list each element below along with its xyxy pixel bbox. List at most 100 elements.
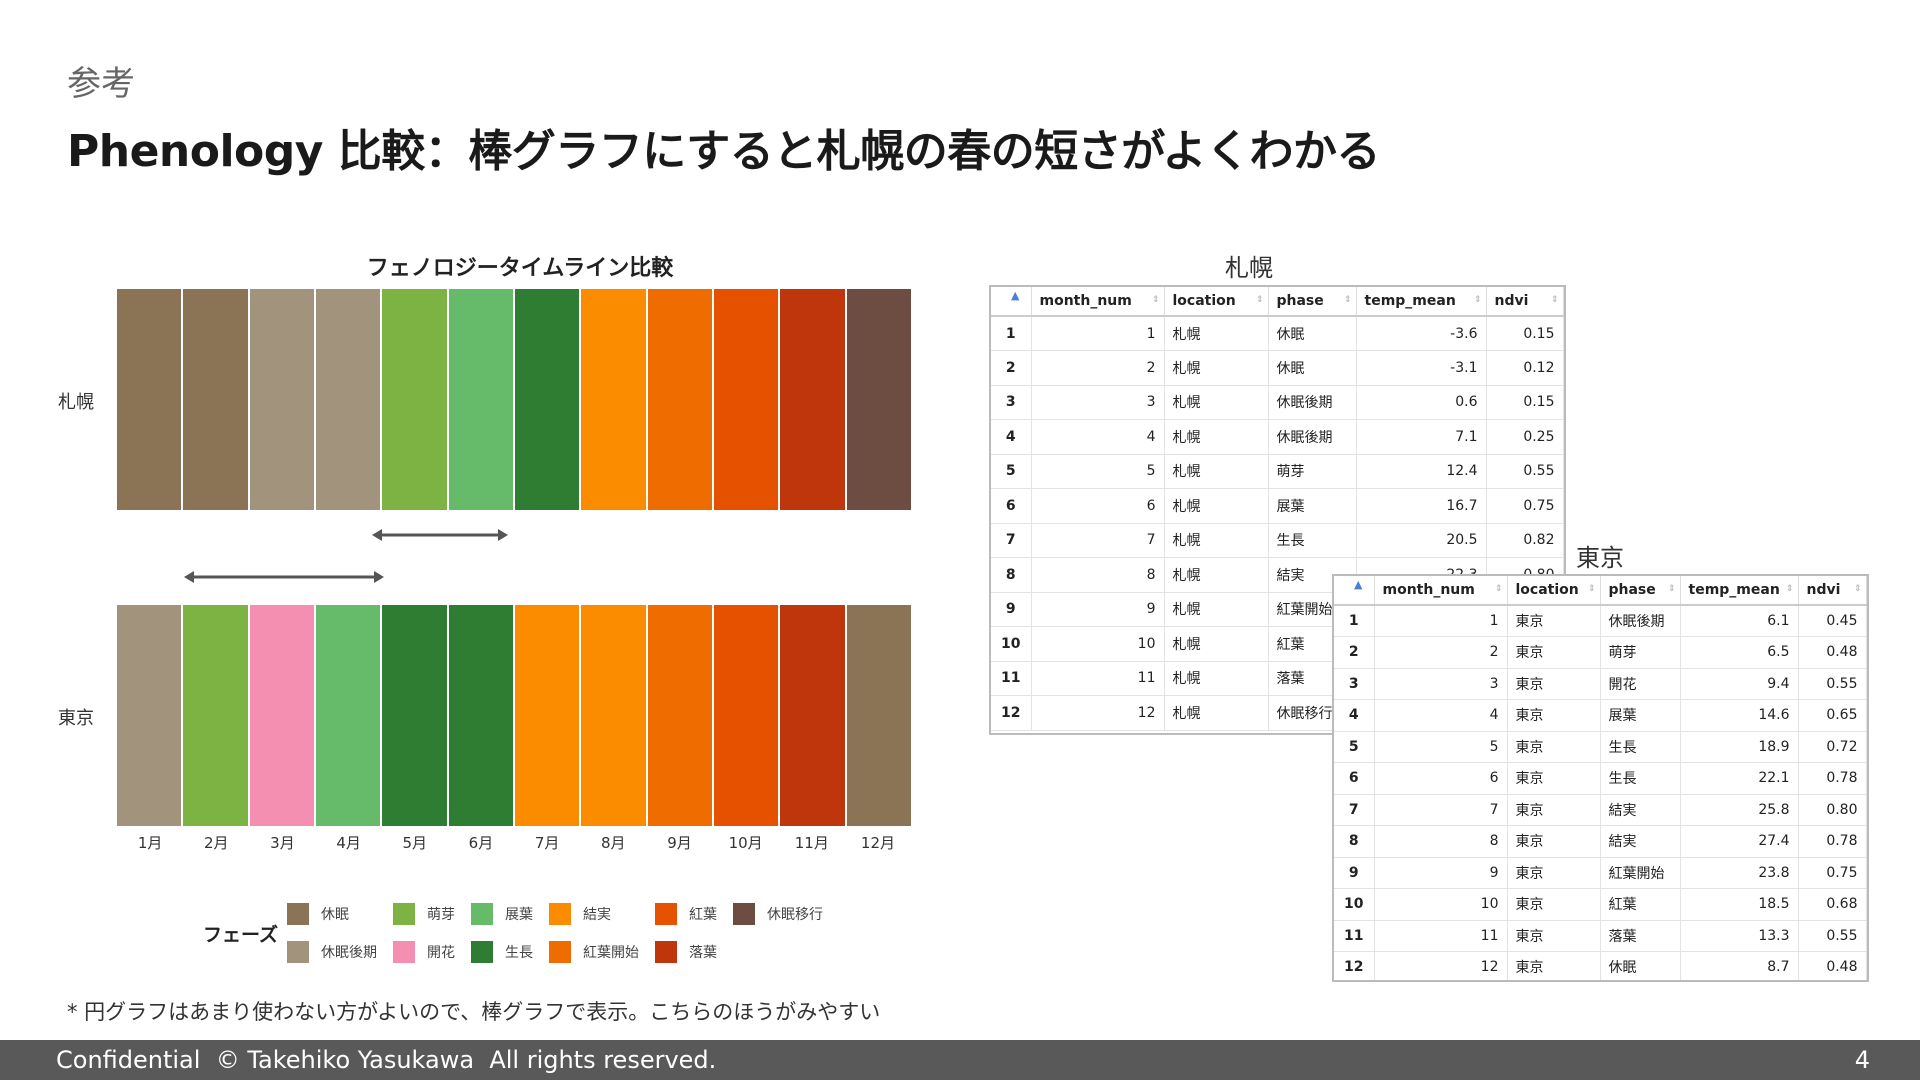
- table-cell: 1: [1031, 316, 1165, 351]
- legend-item: 紅葉開始: [549, 940, 655, 964]
- column-header-month-num[interactable]: month_num ⇕: [1374, 576, 1508, 606]
- sort-icon: ⇕: [1494, 584, 1503, 594]
- column-header-phase[interactable]: phase ⇕: [1268, 287, 1357, 317]
- legend-swatch: [549, 941, 571, 963]
- table-cell: 休眠後期: [1268, 385, 1357, 420]
- row-index: 11: [991, 661, 1032, 696]
- sort-icon: ⇕: [1151, 295, 1160, 305]
- phase-cell: [117, 605, 184, 826]
- phase-cell: [448, 605, 515, 826]
- legend-label: 休眠移行: [767, 907, 823, 923]
- legend-item: 展葉: [471, 902, 549, 926]
- table-row: 5 5 札幌 萌芽 12.4 0.55: [991, 454, 1564, 489]
- table-cell: 0.72: [1798, 731, 1867, 763]
- table-cell: 23.8: [1680, 857, 1799, 889]
- row-label-tokyo: 東京: [58, 708, 94, 729]
- page-number: 4: [1854, 1046, 1870, 1074]
- table-cell: 0.65: [1798, 699, 1867, 732]
- column-header-label: ndvi: [1494, 293, 1529, 309]
- copyright-text: Confidential © Takehiko Yasukawa All rig…: [56, 1046, 717, 1074]
- table-cell: 12: [1374, 951, 1508, 980]
- row-index: 2: [1334, 636, 1375, 669]
- column-header-ndvi[interactable]: ndvi ⇕: [1486, 287, 1564, 317]
- table-cell: 0.55: [1486, 454, 1564, 489]
- table-cell: 7.1: [1356, 419, 1487, 455]
- table-cell: 落葉: [1600, 920, 1681, 952]
- column-header-location[interactable]: location ⇕: [1507, 576, 1601, 606]
- table-cell: 休眠後期: [1600, 605, 1681, 637]
- sort-icon: ⇕: [1667, 584, 1676, 594]
- column-header-month-num[interactable]: month_num ⇕: [1031, 287, 1165, 317]
- table-cell: 札幌: [1164, 661, 1269, 696]
- phase-cell: [382, 605, 449, 826]
- table-cell: 18.9: [1680, 731, 1799, 763]
- table-cell: 紅葉開始: [1600, 857, 1681, 889]
- month-tick-label: 6月: [468, 834, 494, 852]
- column-header-label: temp_mean: [1364, 293, 1456, 309]
- legend-label: 紅葉: [689, 907, 717, 923]
- table-row: 4 4 東京 展葉 14.6 0.65: [1334, 699, 1867, 732]
- legend-label: 開花: [427, 945, 455, 961]
- row-index: 7: [991, 523, 1032, 558]
- sort-icon: ⇕: [1255, 295, 1264, 305]
- table-cell: 3: [1031, 385, 1165, 420]
- table-cell: 11: [1031, 661, 1165, 696]
- table-cell: 東京: [1507, 794, 1601, 826]
- legend-swatch: [549, 903, 571, 925]
- table-cell: 東京: [1507, 605, 1601, 637]
- table-row: 3 3 札幌 休眠後期 0.6 0.15: [991, 385, 1564, 420]
- month-tick-label: 5月: [402, 834, 428, 852]
- table-cell: 11: [1374, 920, 1508, 952]
- sapporo-table-label: 札幌: [1225, 254, 1273, 282]
- legend-item: 休眠: [287, 902, 393, 926]
- table-row: 8 8 東京 結実 27.4 0.78: [1334, 825, 1867, 858]
- legend-swatch: [733, 903, 755, 925]
- row-index: 1: [1334, 605, 1375, 637]
- month-tick-label: 1月: [137, 834, 163, 852]
- month-tick-label: 3月: [270, 834, 295, 852]
- column-header-location[interactable]: location ⇕: [1164, 287, 1269, 317]
- index-header[interactable]: ▲: [1334, 576, 1375, 606]
- phase-cell: [183, 289, 250, 510]
- table-cell: 休眠: [1268, 350, 1357, 386]
- legend-label: 休眠後期: [321, 945, 377, 961]
- row-label-sapporo: 札幌: [58, 392, 94, 413]
- phase-cell: [647, 605, 714, 826]
- legend-swatch: [655, 903, 677, 925]
- row-index: 10: [991, 626, 1032, 662]
- column-header-label: month_num: [1382, 582, 1475, 598]
- table-cell: 展葉: [1600, 699, 1681, 732]
- table-cell: 8: [1374, 825, 1508, 858]
- table-row: 1 1 東京 休眠後期 6.1 0.45: [1334, 605, 1867, 637]
- column-header-label: location: [1515, 582, 1579, 598]
- tokyo-table-label: 東京: [1576, 544, 1624, 572]
- table-cell: 0.25: [1486, 419, 1564, 455]
- column-header-temp-mean[interactable]: temp_mean ⇕: [1356, 287, 1487, 317]
- table-cell: 東京: [1507, 951, 1601, 980]
- legend-label: 紅葉開始: [583, 945, 639, 961]
- phase-cell: [514, 289, 582, 510]
- row-index: 10: [1334, 888, 1375, 921]
- column-header-temp-mean[interactable]: temp_mean ⇕: [1680, 576, 1799, 606]
- row-index: 2: [991, 350, 1032, 386]
- table-cell: 6.5: [1680, 636, 1799, 669]
- column-header-ndvi[interactable]: ndvi ⇕: [1798, 576, 1867, 606]
- legend-swatch: [471, 903, 493, 925]
- column-header-phase[interactable]: phase ⇕: [1600, 576, 1681, 606]
- table-row: 7 7 東京 結実 25.8 0.80: [1334, 794, 1867, 826]
- table-cell: 東京: [1507, 668, 1601, 700]
- table-row: 6 6 札幌 展葉 16.7 0.75: [991, 488, 1564, 524]
- index-header[interactable]: ▲: [991, 287, 1032, 317]
- legend-label: 落葉: [689, 945, 717, 961]
- phase-cell: [514, 605, 582, 826]
- table-cell: 東京: [1507, 699, 1601, 732]
- table-cell: 0.82: [1486, 523, 1564, 558]
- table-cell: 札幌: [1164, 626, 1269, 662]
- table-cell: 札幌: [1164, 419, 1269, 455]
- timeline-row-tokyo: [117, 605, 911, 826]
- legend-item: 落葉: [655, 940, 733, 964]
- table-cell: 萌芽: [1268, 454, 1357, 489]
- legend-item: 萌芽: [393, 902, 471, 926]
- row-index: 8: [1334, 825, 1375, 858]
- table-cell: 18.5: [1680, 888, 1799, 921]
